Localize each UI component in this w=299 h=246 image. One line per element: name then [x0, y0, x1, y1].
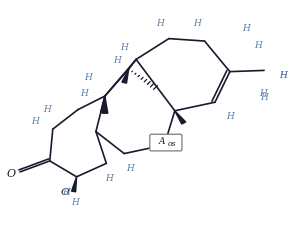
Polygon shape: [122, 69, 129, 83]
Polygon shape: [101, 96, 106, 112]
Polygon shape: [102, 96, 108, 113]
Text: os: os: [167, 139, 176, 148]
Text: H: H: [71, 198, 79, 207]
Text: H: H: [259, 89, 266, 98]
Text: H: H: [226, 112, 234, 121]
Text: H: H: [260, 93, 268, 102]
Text: H: H: [80, 89, 88, 98]
Text: A: A: [159, 137, 166, 146]
FancyBboxPatch shape: [150, 134, 182, 151]
Polygon shape: [71, 177, 77, 192]
Text: H: H: [242, 24, 250, 33]
Text: H: H: [126, 164, 134, 173]
Text: O: O: [61, 188, 70, 197]
Text: H: H: [85, 73, 92, 82]
Text: H: H: [156, 19, 164, 29]
Text: H: H: [120, 43, 128, 52]
Text: H: H: [254, 41, 262, 50]
Text: O: O: [7, 169, 16, 179]
Text: H: H: [193, 19, 201, 29]
Polygon shape: [175, 111, 186, 124]
Text: H: H: [280, 71, 287, 80]
Text: H: H: [280, 71, 287, 80]
Text: H: H: [62, 188, 70, 197]
Text: H: H: [31, 117, 39, 126]
Text: H: H: [105, 173, 113, 183]
Text: H: H: [43, 105, 51, 114]
Text: H: H: [113, 56, 121, 65]
